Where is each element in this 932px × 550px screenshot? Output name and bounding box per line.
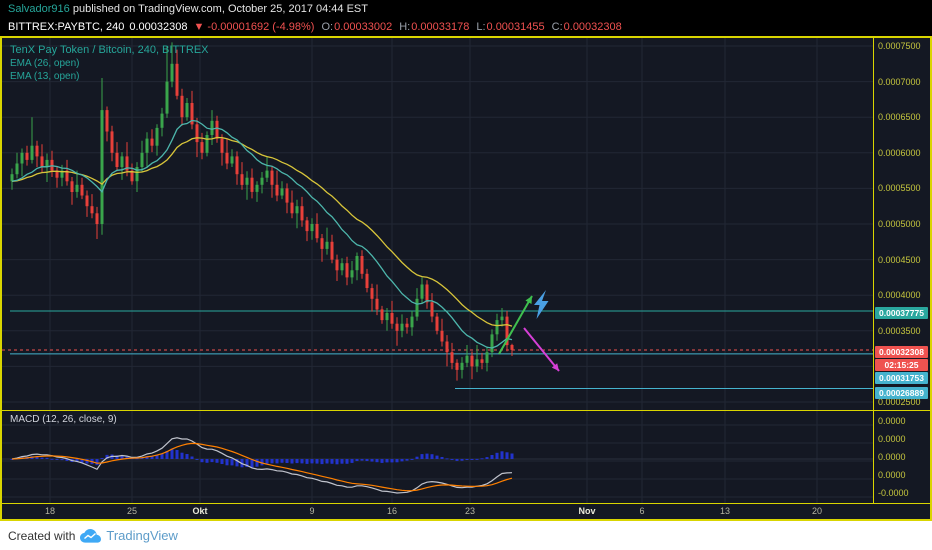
macd-axis[interactable]: 0.0000 0.0000 0.0000 0.0000 -0.0000 bbox=[873, 411, 930, 503]
price-tick-label: 0.0004000 bbox=[878, 290, 921, 301]
last-price: 0.00032308 bbox=[129, 21, 188, 33]
attribution-text: published on TradingView.com, October 25… bbox=[69, 3, 368, 15]
price-label-chip: 0.00031753 bbox=[875, 372, 928, 384]
ohlc-label: O: bbox=[321, 21, 334, 33]
trend-arrow bbox=[498, 295, 533, 355]
macd-legend: MACD (12, 26, close, 9) bbox=[10, 414, 117, 425]
ohlc-label: C: bbox=[551, 21, 563, 33]
chart-legend: TenX Pay Token / Bitcoin, 240, BITTREX E… bbox=[10, 43, 209, 83]
macd-tick-label: 0.0000 bbox=[878, 452, 906, 462]
time-tick-label: Okt bbox=[192, 506, 208, 516]
time-tick-label: 23 bbox=[464, 506, 476, 516]
chart-frame: TenX Pay Token / Bitcoin, 240, BITTREX E… bbox=[0, 36, 932, 521]
price-tick-label: 0.0002500 bbox=[878, 397, 921, 407]
attribution-bar: Salvador916 published on TradingView.com… bbox=[0, 0, 932, 19]
price-tick-label: 0.0007500 bbox=[878, 41, 921, 51]
price-tick-label: 0.0006500 bbox=[878, 112, 921, 123]
legend-title: TenX Pay Token / Bitcoin, 240, BITTREX bbox=[10, 44, 209, 56]
price-change: ▼ -0.00001692 (-4.98%) bbox=[193, 21, 315, 33]
ema-13-line bbox=[11, 119, 513, 349]
legend-ema13[interactable]: EMA (13, open) bbox=[10, 71, 80, 82]
price-tick-label: 0.0005000 bbox=[878, 219, 921, 229]
price-tick-label: 0.0004500 bbox=[878, 254, 921, 265]
macd-grid bbox=[2, 411, 873, 503]
ohlc-value: 0.00033002 bbox=[334, 21, 393, 33]
time-tick-label: 20 bbox=[811, 506, 823, 516]
price-axis[interactable]: 0.0007500 0.0007000 0.0006500 0.0006000 0.00… bbox=[873, 38, 930, 410]
time-tick-label: 16 bbox=[386, 506, 398, 516]
time-tick-label: 25 bbox=[126, 506, 138, 516]
ohlc-label: H: bbox=[399, 21, 411, 33]
candles-layer bbox=[10, 42, 514, 381]
price-chart-svg[interactable] bbox=[2, 38, 873, 410]
ohlc-label: L: bbox=[476, 21, 486, 33]
time-tick-label: 13 bbox=[719, 506, 731, 516]
footer-bar: Created with TradingView bbox=[0, 521, 932, 550]
macd-pane[interactable]: MACD (12, 26, close, 9) bbox=[2, 411, 873, 503]
price-label-chip: 0.00026889 bbox=[875, 387, 928, 399]
username-link[interactable]: Salvador916 bbox=[8, 3, 70, 15]
ohlc-values: O:0.00033002 H:0.00033178 L:0.00031455 C:0.… bbox=[314, 21, 621, 33]
macd-tick-label: 0.0000 bbox=[878, 416, 906, 426]
created-with-text: Created with bbox=[8, 528, 76, 543]
price-tick-label: 0.0006000 bbox=[878, 147, 921, 158]
time-tick-label: Nov bbox=[578, 506, 596, 516]
price-tick-label: 0.0003500 bbox=[878, 325, 921, 336]
price-pane[interactable]: TenX Pay Token / Bitcoin, 240, BITTREX E… bbox=[2, 38, 873, 410]
price-label-chip: 02:15:25 bbox=[875, 359, 928, 371]
price-tick-label: 0.0005500 bbox=[878, 183, 921, 194]
macd-tick-label: -0.0000 bbox=[878, 488, 909, 498]
time-tick-label: 18 bbox=[44, 506, 56, 516]
macd-tick-label: 0.0000 bbox=[878, 434, 906, 444]
macd-chart-svg[interactable] bbox=[2, 411, 873, 503]
symbol-interval: BITTREX:PAYBTC, 240 bbox=[8, 21, 125, 33]
legend-ema26[interactable]: EMA (26, open) bbox=[10, 58, 80, 69]
trend-arrow bbox=[523, 327, 560, 372]
macd-line bbox=[11, 437, 513, 494]
time-tick-label: 9 bbox=[309, 506, 315, 516]
price-label-chip: 0.00037775 bbox=[875, 307, 928, 319]
ema-26-line bbox=[11, 136, 513, 327]
ohlc-value: 0.00031455 bbox=[486, 21, 545, 33]
macd-signal-line bbox=[11, 442, 513, 492]
tradingview-brand-link[interactable]: TradingView bbox=[106, 528, 178, 543]
symbol-info-bar: BITTREX:PAYBTC, 240 0.00032308 ▼ -0.000016… bbox=[0, 19, 932, 36]
price-grid bbox=[2, 38, 873, 410]
time-tick-label: 6 bbox=[639, 506, 645, 516]
price-tick-label: 0.0007000 bbox=[878, 76, 921, 87]
time-axis[interactable]: 18 25 Okt 9 16 23 Nov 6 13 20 bbox=[2, 503, 930, 519]
price-label-chip: 0.00032308 bbox=[875, 346, 928, 358]
ohlc-value: 0.00032308 bbox=[563, 21, 622, 33]
tradingview-logo-icon bbox=[80, 528, 102, 543]
macd-tick-label: 0.0000 bbox=[878, 470, 906, 480]
lightning-bolt-icon bbox=[534, 290, 549, 319]
ohlc-value: 0.00033178 bbox=[411, 21, 470, 33]
